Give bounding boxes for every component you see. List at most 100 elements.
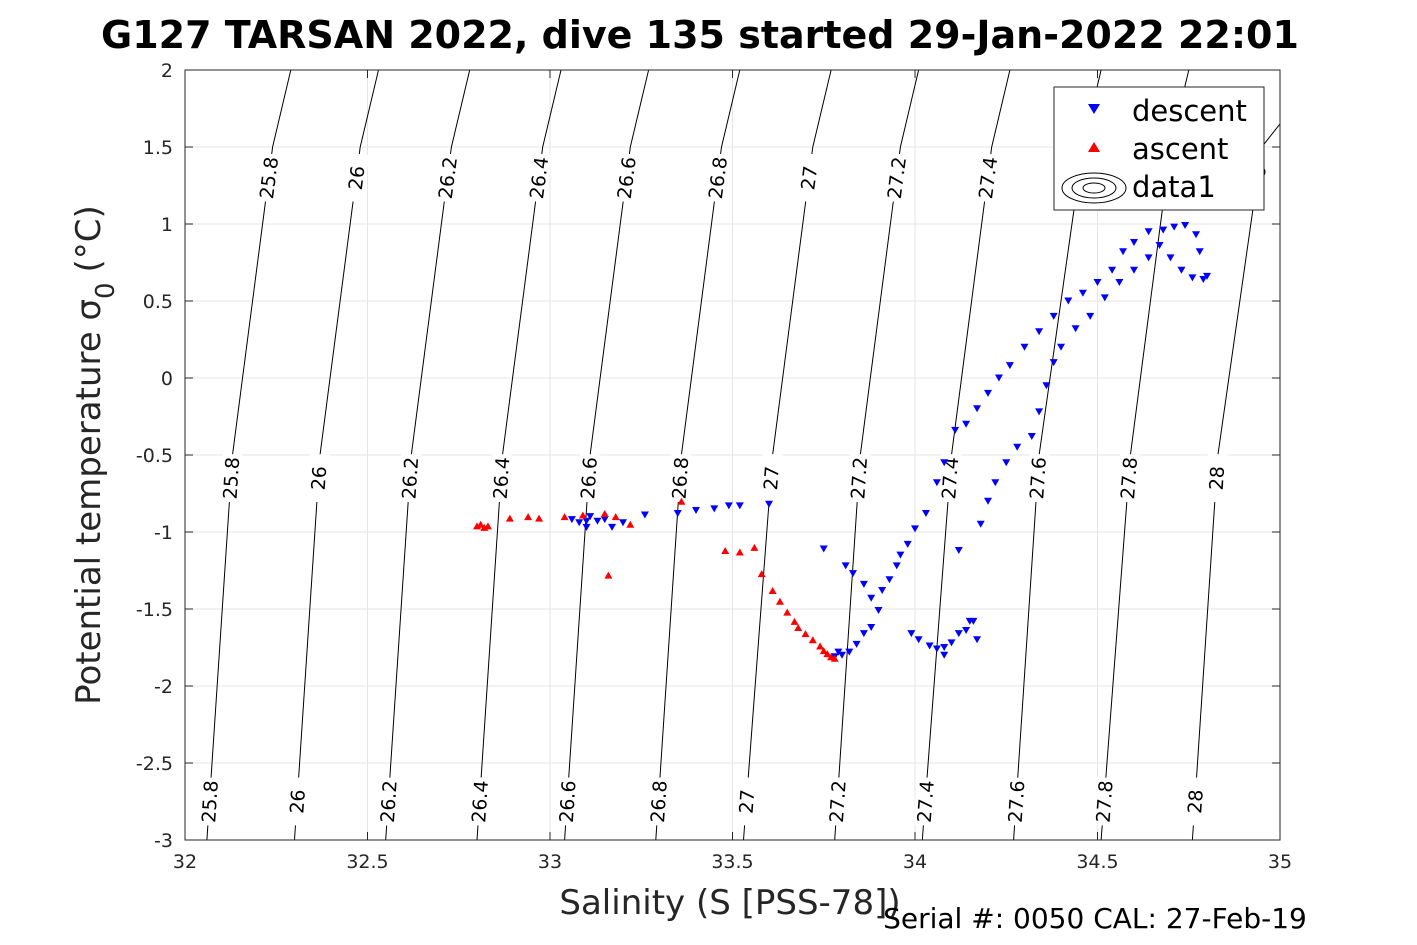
descent-point xyxy=(1071,325,1080,333)
y-tick-label: 1 xyxy=(161,214,173,236)
contour-label-group: 26.4 xyxy=(468,776,493,827)
descent-point xyxy=(867,623,876,631)
ascent-point xyxy=(750,543,759,551)
x-axis-label: Salinity (S [PSS-78]) xyxy=(559,883,900,923)
contour-label-bg xyxy=(734,776,759,827)
ascent-point xyxy=(757,570,766,578)
legend-data1-label: data1 xyxy=(1132,170,1216,204)
descent-point xyxy=(1005,362,1014,370)
contour-label-group: 27.2 xyxy=(847,453,872,503)
legend-contour-ring-3 xyxy=(1082,182,1106,194)
y-tick-label: -1.5 xyxy=(136,599,173,621)
contour-label-bg xyxy=(847,453,871,503)
contour-label-group: 27.4 xyxy=(937,453,963,503)
contour-label-bg xyxy=(704,152,731,203)
ascent-point xyxy=(611,513,620,521)
contour-label: 27.6 xyxy=(1005,780,1030,824)
descent-point xyxy=(1049,359,1058,367)
contour-label-bg xyxy=(913,776,937,827)
contour-label-group: 26.2 xyxy=(376,776,402,827)
legend-contour-ring-1 xyxy=(1061,172,1127,204)
contour-label-bg xyxy=(825,776,849,827)
descent-point xyxy=(885,576,894,584)
contour-label-bg xyxy=(197,776,222,827)
descent-point xyxy=(991,479,1000,487)
descent-point xyxy=(1170,223,1179,231)
descent-point xyxy=(600,516,609,524)
descent-point xyxy=(673,510,682,518)
descent-point xyxy=(619,519,627,527)
descent-point xyxy=(867,594,876,602)
contour-label: 27.4 xyxy=(938,456,963,500)
descent-point xyxy=(874,607,883,615)
ascent-point xyxy=(535,514,544,522)
descent-point xyxy=(907,630,916,638)
contour-label-bg xyxy=(646,776,670,827)
contour-label-group: 26 xyxy=(343,152,370,203)
descent-point xyxy=(962,420,971,428)
contour-label-group: 27 xyxy=(795,152,822,203)
contour-label-bg xyxy=(398,453,422,503)
contour-label-bg xyxy=(1204,453,1228,503)
descent-point xyxy=(1100,294,1109,302)
contour-label: 27.8 xyxy=(1117,456,1142,500)
contour-label: 28 xyxy=(1206,465,1230,491)
ascent-point xyxy=(524,513,533,521)
density-contour-line xyxy=(476,70,562,840)
contour-label: 26.2 xyxy=(435,156,462,201)
descent-point xyxy=(903,540,912,548)
contour-label: 27 xyxy=(797,165,822,192)
ascent-point xyxy=(819,647,828,655)
ascent-point xyxy=(604,571,613,579)
descent-point xyxy=(1199,275,1208,283)
contour-label-bg xyxy=(489,453,513,503)
contour-label-group: 27.8 xyxy=(1116,453,1142,503)
x-tick-label: 34.5 xyxy=(1076,851,1118,873)
descent-point xyxy=(593,517,602,525)
descent-point xyxy=(859,630,868,638)
density-contour-line xyxy=(834,70,920,840)
density-contour-line xyxy=(655,70,741,840)
contour-label-bg xyxy=(795,152,822,203)
ascent-point xyxy=(794,623,803,631)
contour-label: 27.8 xyxy=(1093,780,1118,824)
descent-point xyxy=(932,479,941,487)
y-tick-label: -3 xyxy=(154,830,173,852)
ascent-point xyxy=(830,654,839,662)
descent-point xyxy=(1159,226,1168,234)
contour-label: 26.8 xyxy=(705,156,732,201)
contour-label: 26.2 xyxy=(398,456,423,500)
contour-label-bg xyxy=(1183,776,1207,827)
descent-point xyxy=(1192,231,1201,239)
descent-point xyxy=(1115,279,1124,287)
contour-label: 27 xyxy=(760,465,784,491)
contour-label: 26.6 xyxy=(556,780,581,824)
contour-label-group: 27.6 xyxy=(1026,453,1051,503)
legend-ascent-marker xyxy=(1088,142,1100,152)
contour-label-bg xyxy=(434,152,461,203)
contour-label: 27.6 xyxy=(1026,456,1051,500)
descent-point xyxy=(892,562,901,570)
descent-point xyxy=(724,502,733,510)
ascent-point xyxy=(808,636,817,644)
y-tick-label: 0 xyxy=(161,368,173,390)
contour-label-bg xyxy=(1116,453,1141,503)
ascent-point xyxy=(600,510,609,518)
axis-ticks: 32 32.5 33 33.5 34 34.5 35 -3 -2.5 -2 -1.5 -1 -0.5 0 0… xyxy=(136,60,1292,873)
y-tick-label: -0.5 xyxy=(136,445,173,467)
contour-label-group: 26.8 xyxy=(646,776,672,827)
contour-label-group: 27 xyxy=(734,776,760,827)
descent-point xyxy=(1130,238,1138,246)
contour-label: 27 xyxy=(736,789,760,815)
ascent-point xyxy=(735,548,744,556)
descent-point xyxy=(1078,289,1087,297)
descent-point xyxy=(1144,228,1153,236)
descent-point xyxy=(1195,248,1204,256)
contour-label: 26.4 xyxy=(468,780,493,824)
ascent-point xyxy=(721,546,730,554)
descent-point xyxy=(994,374,1003,382)
descent-point xyxy=(973,405,982,413)
contour-label: 27.2 xyxy=(826,780,851,824)
descent-point xyxy=(1086,312,1095,320)
ascent-point xyxy=(626,520,635,528)
